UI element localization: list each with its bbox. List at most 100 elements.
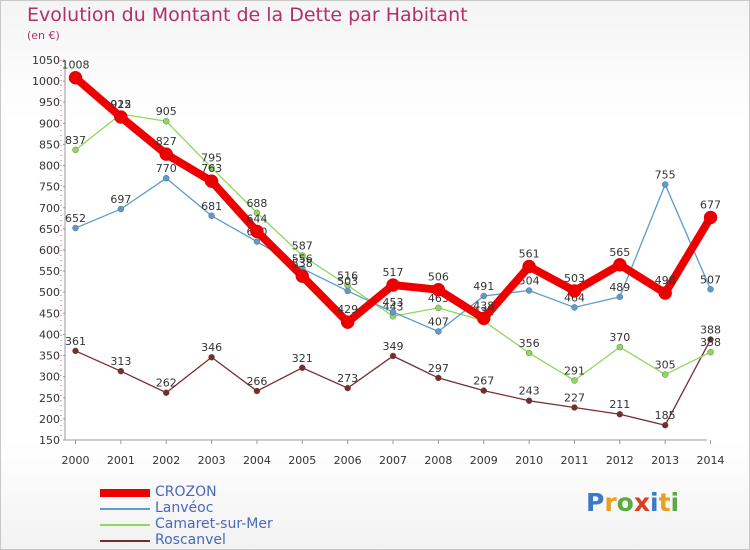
series-point: [295, 269, 310, 283]
series-point: [344, 384, 351, 392]
x-tick-label: 2007: [379, 454, 407, 467]
legend-label: Camaret-sur-Mer: [155, 516, 273, 532]
series-point: [208, 164, 215, 171]
data-label: 453: [383, 296, 404, 309]
series-point: [389, 308, 397, 316]
data-label: 795: [201, 152, 222, 165]
x-tick-label: 2004: [243, 454, 271, 467]
legend-label: CROZON: [155, 484, 217, 500]
series-point: [661, 371, 669, 378]
series-point: [159, 147, 173, 161]
series-point: [253, 387, 261, 395]
series-point: [386, 278, 400, 292]
series-point: [661, 422, 669, 429]
data-label: 321: [292, 352, 313, 365]
series-point: [616, 343, 624, 351]
data-label: 185: [655, 409, 676, 422]
y-tick-label: 200: [39, 413, 60, 426]
series-point: [117, 367, 125, 375]
y-tick-label: 450: [39, 307, 60, 320]
series-point: [661, 181, 669, 188]
series-point: [72, 146, 79, 154]
data-label: 305: [655, 359, 676, 372]
y-tick-label: 700: [39, 202, 60, 215]
data-label: 644: [246, 212, 267, 225]
data-label: 697: [110, 193, 131, 206]
data-label: 361: [65, 335, 86, 348]
series-point: [480, 292, 487, 300]
series-point: [476, 311, 491, 326]
series-point: [72, 347, 79, 355]
data-label: 211: [609, 398, 630, 411]
data-label: 262: [156, 377, 177, 390]
series-point: [344, 287, 351, 295]
series-point: [522, 259, 536, 274]
series-point: [163, 389, 170, 396]
chart-title: Evolution du Montant de la Dette par Hab…: [27, 4, 468, 26]
data-label: 503: [564, 272, 585, 285]
x-tick-label: 2011: [560, 454, 588, 467]
x-tick-label: 2000: [62, 454, 90, 467]
series-point: [68, 70, 83, 85]
y-tick-label: 300: [39, 371, 60, 384]
data-label: 349: [383, 340, 404, 353]
x-tick-label: 2014: [697, 454, 725, 467]
data-label: 688: [246, 197, 267, 210]
series-point: [435, 374, 442, 382]
data-label: 506: [428, 271, 449, 284]
data-label: 905: [156, 105, 177, 118]
chart-subtitle: (en €): [27, 29, 60, 42]
series-point: [299, 252, 306, 259]
data-label: 429: [337, 303, 358, 316]
series-point: [480, 387, 487, 394]
series-point: [435, 328, 442, 335]
series-point: [567, 284, 582, 298]
data-label: 291: [564, 364, 585, 377]
y-tick-label: 400: [39, 328, 60, 341]
series-point: [299, 364, 306, 371]
data-label: 755: [655, 169, 676, 182]
series-point: [703, 210, 718, 225]
data-label: 763: [201, 162, 222, 175]
data-label: 1008: [62, 59, 90, 72]
series-point: [616, 293, 624, 301]
y-tick-label: 600: [39, 244, 60, 257]
data-label: 313: [110, 355, 131, 368]
x-tick-label: 2010: [515, 454, 543, 467]
series-point: [117, 205, 125, 213]
data-label: 652: [65, 212, 86, 225]
data-label: 370: [609, 331, 630, 344]
series-point: [163, 118, 170, 125]
y-tick-label: 500: [39, 286, 60, 299]
series-point: [389, 352, 397, 360]
data-label: 517: [383, 266, 404, 279]
series-point: [707, 336, 714, 343]
series-point: [525, 349, 533, 357]
x-tick-label: 2002: [152, 454, 180, 467]
data-label: 681: [201, 200, 222, 213]
series-point: [658, 286, 672, 300]
data-label: 498: [655, 274, 676, 287]
data-label: 516: [337, 269, 358, 282]
x-tick-label: 2012: [606, 454, 634, 467]
y-tick-label: 950: [39, 96, 60, 109]
y-tick-label: 350: [39, 350, 60, 363]
y-tick-label: 800: [39, 160, 60, 173]
y-tick-label: 150: [39, 434, 60, 447]
x-tick-label: 2013: [651, 454, 679, 467]
legend-swatch: [100, 489, 150, 497]
series-point: [253, 209, 261, 217]
series-point: [340, 315, 355, 329]
y-tick-label: 650: [39, 223, 60, 236]
data-label: 273: [337, 372, 358, 385]
y-tick-label: 750: [39, 181, 60, 194]
data-label: 489: [609, 281, 630, 294]
data-label: 356: [519, 337, 540, 350]
series-point: [72, 224, 79, 232]
legend-label: Roscanvel: [155, 532, 226, 548]
data-label: 267: [473, 375, 494, 388]
series-point: [707, 348, 714, 356]
series-point: [707, 286, 714, 293]
